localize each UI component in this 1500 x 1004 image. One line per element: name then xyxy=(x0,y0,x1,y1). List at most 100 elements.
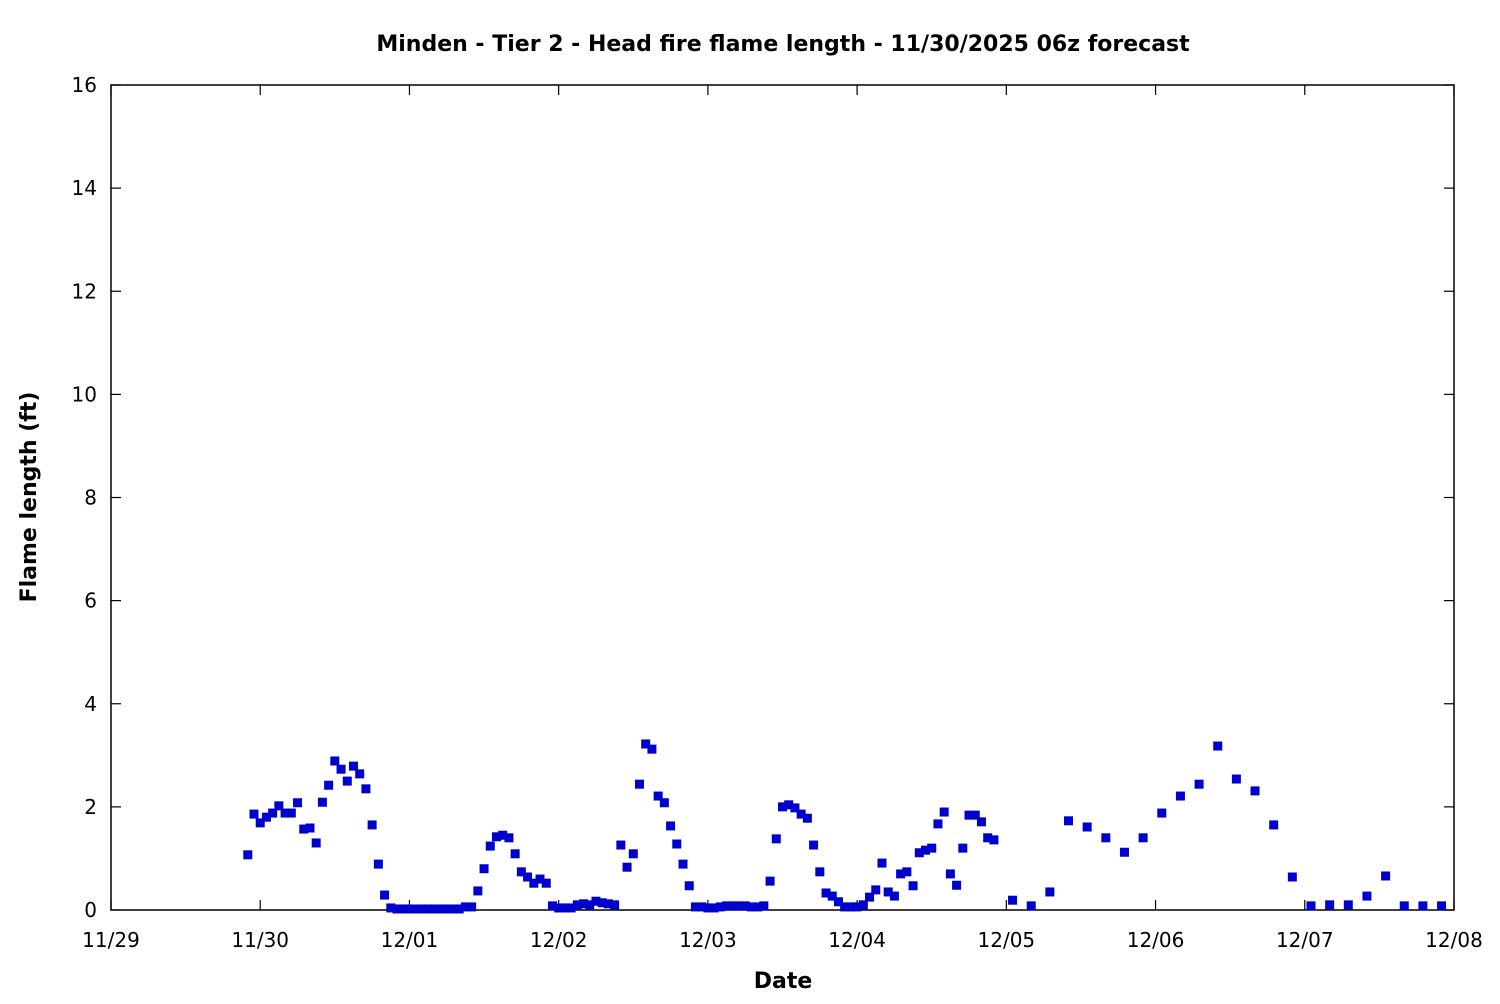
data-point xyxy=(361,784,371,794)
data-point xyxy=(927,843,937,853)
data-point xyxy=(852,902,862,912)
data-point xyxy=(286,808,296,818)
data-point xyxy=(647,744,657,754)
data-point xyxy=(523,872,533,882)
data-point xyxy=(1269,820,1279,830)
data-point xyxy=(1325,900,1335,910)
data-point xyxy=(871,885,881,895)
data-point xyxy=(398,904,408,914)
data-point xyxy=(722,901,732,911)
data-point xyxy=(1119,847,1129,857)
data-point xyxy=(1026,901,1036,911)
data-point xyxy=(355,769,365,779)
data-point xyxy=(579,899,589,909)
data-point xyxy=(746,902,756,912)
y-tick-label: 6 xyxy=(84,589,97,613)
data-point xyxy=(740,901,750,911)
data-point xyxy=(417,904,427,914)
data-point xyxy=(324,780,334,790)
data-point xyxy=(566,903,576,913)
data-point xyxy=(560,903,570,913)
y-tick-label: 14 xyxy=(72,176,97,200)
data-point xyxy=(809,840,819,850)
data-point xyxy=(778,802,787,812)
data-point xyxy=(330,756,340,766)
data-point xyxy=(771,834,781,844)
data-point xyxy=(1287,872,1297,882)
data-point xyxy=(1343,900,1353,910)
data-point xyxy=(765,876,775,886)
data-point xyxy=(280,808,290,818)
data-point xyxy=(622,862,632,872)
data-point xyxy=(460,902,470,912)
x-tick-label: 12/04 xyxy=(828,928,886,952)
data-point xyxy=(989,835,999,845)
data-point xyxy=(641,739,651,749)
data-point xyxy=(846,902,856,912)
data-point xyxy=(1362,891,1372,901)
data-point xyxy=(790,803,800,813)
data-point xyxy=(498,830,508,840)
data-point xyxy=(653,791,663,801)
data-point xyxy=(380,890,390,900)
data-point xyxy=(516,867,526,877)
data-point xyxy=(734,901,744,911)
data-point xyxy=(529,878,539,888)
data-point xyxy=(821,888,831,898)
data-point xyxy=(840,902,850,912)
data-point xyxy=(952,880,962,890)
x-tick-label: 12/03 xyxy=(679,928,737,952)
data-point xyxy=(367,820,377,830)
x-tick-label: 11/30 xyxy=(231,928,289,952)
data-point xyxy=(703,903,713,913)
data-point xyxy=(983,833,993,843)
data-point xyxy=(1418,901,1428,911)
data-point xyxy=(448,904,458,914)
data-point xyxy=(709,903,719,913)
data-point xyxy=(603,899,613,909)
data-point xyxy=(1381,871,1391,881)
data-point xyxy=(883,887,893,897)
data-point xyxy=(404,904,414,914)
data-point xyxy=(865,892,875,902)
data-point xyxy=(628,849,638,859)
y-tick-label: 4 xyxy=(84,692,97,716)
data-point xyxy=(510,849,520,859)
data-point xyxy=(342,776,352,786)
data-point xyxy=(305,823,315,833)
data-point xyxy=(697,902,707,912)
data-point xyxy=(976,817,986,827)
data-point xyxy=(1231,774,1241,784)
data-point xyxy=(1306,901,1316,911)
y-tick-label: 8 xyxy=(84,486,97,510)
x-tick-label: 12/02 xyxy=(530,928,588,952)
x-tick-label: 12/06 xyxy=(1127,928,1185,952)
data-point xyxy=(336,764,346,774)
data-point xyxy=(1399,901,1409,911)
data-point xyxy=(690,902,700,912)
x-tick-label: 12/05 xyxy=(978,928,1036,952)
chart-title: Minden - Tier 2 - Head fire flame length… xyxy=(376,32,1190,57)
data-point xyxy=(616,840,626,850)
x-axis-label: Date xyxy=(754,969,813,994)
data-point xyxy=(268,808,278,818)
data-point xyxy=(249,809,259,819)
data-point xyxy=(454,904,464,914)
data-point xyxy=(939,807,949,817)
data-point xyxy=(889,891,899,901)
x-tick-label: 12/01 xyxy=(381,928,439,952)
data-point xyxy=(684,881,694,891)
data-point xyxy=(473,886,483,896)
data-point xyxy=(348,761,358,771)
data-point xyxy=(1082,822,1092,832)
data-point xyxy=(958,843,968,853)
data-point xyxy=(386,903,396,913)
data-point xyxy=(491,832,501,842)
data-point xyxy=(572,900,582,910)
data-point xyxy=(411,904,421,914)
data-point xyxy=(1138,833,1148,843)
data-point xyxy=(914,848,924,858)
data-point xyxy=(1008,895,1018,905)
data-point xyxy=(970,810,980,820)
